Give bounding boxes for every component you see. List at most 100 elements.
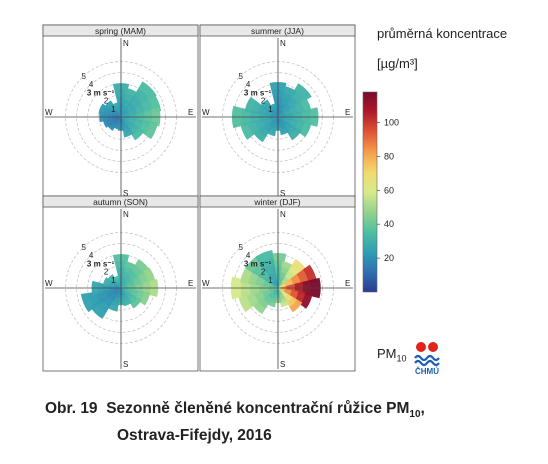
legend-tick-label: 60 [384,185,394,195]
rose-sector [278,117,286,122]
rose-sector [113,105,120,111]
ring-label: 1 [111,276,116,285]
compass-n: N [123,210,129,219]
rose-sector [237,292,253,313]
chmu-logo: ČHMÚ [414,342,440,376]
rose-sector [279,297,288,304]
rose-sector [122,126,131,134]
rose-sector [98,103,107,115]
panel-strip [199,24,356,37]
legend-bar [362,91,378,293]
rose-sector [286,296,298,308]
rose-sector [121,281,128,288]
rose-sector [121,110,125,117]
panel-strip [42,195,199,208]
rose-sector [116,114,121,117]
compass-s: S [123,360,128,369]
ring-label: 2 [261,97,266,106]
rose-sector [278,282,282,288]
compass-s: S [280,360,285,369]
legend-tick-label: 80 [384,151,394,161]
rose-sector [280,300,290,308]
rose-sector [121,288,128,292]
rose-sector [260,99,270,109]
panel-title: winter (DJF) [253,197,300,207]
rose-sector [102,119,110,128]
rose-sector [302,264,317,284]
rose-sector [126,118,137,127]
ring-label: 3 m s⁻¹ [87,88,115,97]
panel-title: autumn (SON) [93,197,148,207]
rose-sector [278,109,286,117]
legend-tick-label: 100 [384,118,399,128]
rose-sector [240,121,254,140]
caption-line2: Ostrava-Fifejdy, 2016 [117,427,272,445]
pm10-label: PM10 [377,346,407,364]
rose-sector [279,125,287,132]
rose-sector [283,289,293,297]
rose-sector [117,288,121,294]
rose-sector [273,279,278,288]
rose-sector [104,100,114,110]
rose-sector [140,97,154,114]
ring-label: 4 [89,80,94,89]
rose-sector [121,117,129,122]
caption-sub: 10 [409,409,421,421]
rose-sector [251,100,262,115]
rose-sector [245,291,259,308]
caption-line1: Sezonně členěné koncentrační růžice PM [106,400,410,417]
rose-sector [139,291,151,306]
compass-e: E [188,279,193,288]
rose-sector [113,275,120,281]
rose-panel: summer (JJA) 123 m s⁻¹45 N S W E [199,24,356,201]
pm-main: PM [377,346,397,361]
compass-n: N [280,39,286,48]
rose-sector [123,129,134,138]
ring-label: 5 [81,243,86,252]
legend-tick-label: 40 [384,219,394,229]
caption-comma: , [420,400,425,417]
rose-sector [300,292,313,309]
ring-label: 1 [111,105,116,114]
panel-title: spring (MAM) [95,26,146,36]
rose-sector [121,282,125,288]
rose-sector [114,288,121,295]
rose-sector [137,271,149,285]
ring-label: 1 [268,105,273,114]
ring-label: 3 m s⁻¹ [244,88,272,97]
rose-sector [112,102,120,108]
rose-sector [131,127,145,141]
compass-e: E [345,108,350,117]
compass-s: S [123,189,128,198]
rose-sector [278,281,285,288]
panel-strip [42,24,199,37]
rose-sector [288,127,302,141]
rose-sector [143,267,156,284]
rose-sector [146,92,162,113]
rose-sector [123,299,132,307]
rose-sector [289,299,303,313]
ring-label: 4 [89,251,94,260]
ring-label: 2 [261,268,266,277]
compass-e: E [188,108,193,117]
panel-strip [199,195,356,208]
compass-w: W [45,108,53,117]
ring-label: 5 [81,72,86,81]
rose-sector [107,274,115,282]
rose-sector [244,96,257,114]
rose-sector [296,269,310,285]
rose-sector [106,118,113,126]
rose-sector [278,288,286,293]
legend-tick-label: 20 [384,253,394,263]
ring-label: 5 [238,72,243,81]
compass-e: E [345,279,350,288]
ring-label: 4 [246,251,251,260]
rose-sector [294,83,312,101]
ring-label: 1 [268,276,273,285]
pm-sub: 10 [396,353,407,364]
legend-title: průměrná koncentrace [377,26,508,41]
ring-label: 3 m s⁻¹ [87,259,115,268]
rose-sector [144,121,158,140]
rose-sector [121,109,129,117]
rose-sector [294,100,305,115]
